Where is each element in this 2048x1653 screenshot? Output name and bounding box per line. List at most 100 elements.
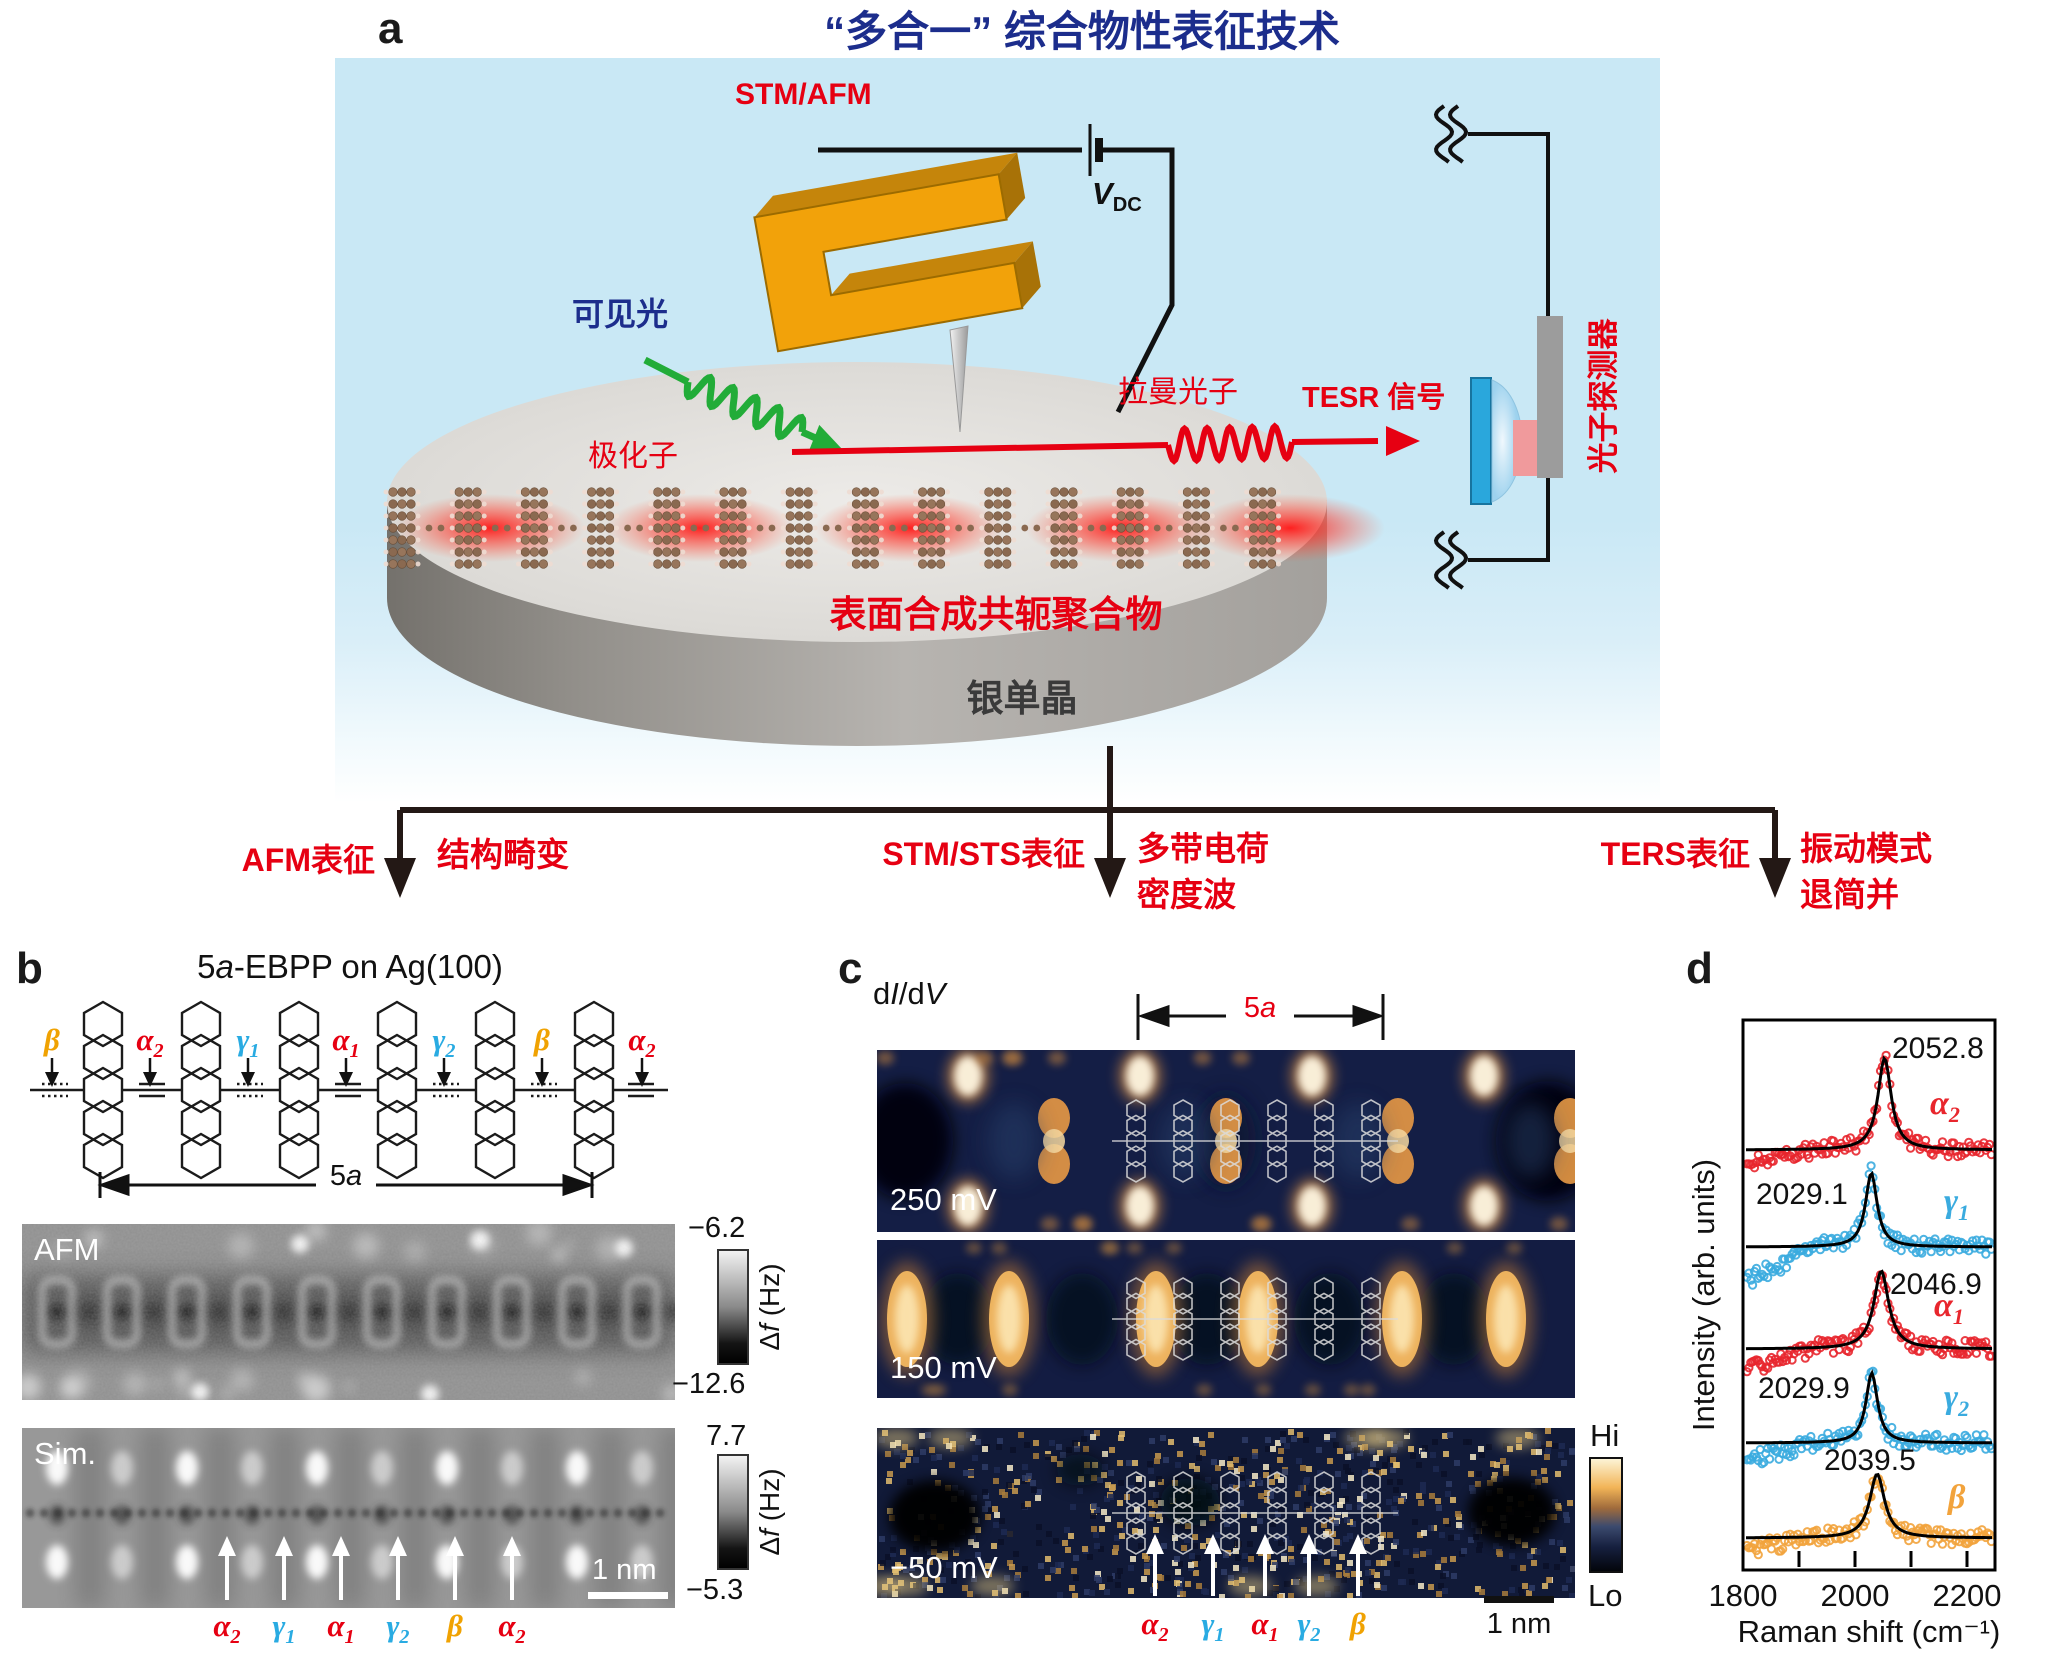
detector-sensor <box>1513 420 1539 476</box>
afm-colorbar-max: −6.2 <box>688 1212 746 1244</box>
sim-site-label: γ1 <box>272 1608 296 1649</box>
series-label: β <box>1948 1479 1966 1516</box>
tesr-signal-label: TESR 信号 <box>1302 382 1446 414</box>
flow-result-label: 多带电荷 <box>1137 830 1269 867</box>
tuning-fork <box>753 152 1041 353</box>
sim-site-label: γ2 <box>386 1608 410 1649</box>
raman-plot <box>1741 1018 1997 1572</box>
panel-b-title: 5a-EBPP on Ag(100) <box>197 948 503 985</box>
bias-label: −50 mV <box>890 1550 998 1585</box>
series-label: γ1 <box>1944 1183 1970 1225</box>
flow-arrows <box>384 746 1791 898</box>
x-tick-label: 2000 <box>1820 1578 1890 1613</box>
afm-colorbar-min: −12.6 <box>672 1368 746 1400</box>
panel-c-letter: c <box>838 944 863 993</box>
detector-wire <box>1433 104 1550 590</box>
map-site-label: γ1 <box>1201 1606 1225 1647</box>
sim-colorbar-min: −5.3 <box>686 1574 744 1606</box>
bond-label: α2 <box>628 1022 656 1063</box>
y-axis-label: Intensity (arb. units) <box>1686 1158 1722 1432</box>
afm-image-tag: AFM <box>34 1232 100 1267</box>
peak-value-label: 2029.9 <box>1758 1372 1850 1405</box>
flow-method-label: STM/STS表征 <box>882 836 1085 872</box>
stm-tip <box>949 325 969 433</box>
sim-scalebar-label: 1 nm <box>592 1554 657 1586</box>
didv-map-250mv <box>877 1050 1575 1232</box>
afm-colorbar <box>717 1249 749 1365</box>
didv-map-neg50mv <box>877 1428 1575 1598</box>
series-label: α1 <box>1934 1287 1964 1329</box>
bond-label: β <box>44 1022 60 1057</box>
stm-afm-label: STM/AFM <box>735 78 872 111</box>
bond-label: γ2 <box>432 1022 456 1063</box>
map-site-label: β <box>1350 1606 1366 1641</box>
peak-value-label: 2039.5 <box>1824 1444 1916 1477</box>
peak-value-label: 2046.9 <box>1890 1268 1982 1301</box>
sim-colorbar-unit: Δf (Hz) <box>753 1468 785 1556</box>
didv-colorbar <box>1589 1457 1623 1573</box>
sim-colorbar-max: 7.7 <box>706 1420 747 1452</box>
panel-a-letter: a <box>378 4 403 53</box>
x-tick-label: 2200 <box>1932 1578 2002 1613</box>
polymer-label: 表面合成共轭聚合物 <box>829 594 1163 635</box>
panel-b-letter: b <box>16 944 43 993</box>
bond-label: β <box>534 1022 550 1057</box>
sim-site-label: α1 <box>327 1608 355 1649</box>
sim-image-tag: Sim. <box>34 1436 96 1471</box>
bond-label: α1 <box>332 1022 360 1063</box>
sim-site-label: α2 <box>498 1608 526 1649</box>
flow-result-label: 密度波 <box>1137 876 1236 913</box>
peak-value-label: 2052.8 <box>1892 1032 1984 1065</box>
visible-light-label: 可见光 <box>572 296 669 332</box>
sim-colorbar <box>717 1454 749 1570</box>
sim-image <box>22 1428 675 1608</box>
sim-site-label: α2 <box>213 1608 241 1649</box>
bond-label: α2 <box>136 1022 164 1063</box>
polymer-chain <box>383 487 1282 569</box>
visible-light-arrow <box>643 356 842 451</box>
series-label: α2 <box>1930 1085 1960 1127</box>
panel-d-letter: d <box>1686 944 1713 993</box>
spectrum-α2 <box>1742 1050 1997 1173</box>
silver-crystal-label: 银单晶 <box>966 678 1078 719</box>
unit-cell-span-b <box>97 1172 595 1198</box>
map-site-label: γ2 <box>1297 1606 1321 1647</box>
colorbar-lo-label: Lo <box>1588 1578 1623 1613</box>
spectrum-β <box>1742 1472 1997 1560</box>
panel-b-span-label: 5a <box>329 1160 363 1192</box>
series-label: γ2 <box>1944 1379 1970 1421</box>
x-axis-label: Raman shift (cm⁻¹) <box>1737 1614 2001 1649</box>
bond-label: γ1 <box>236 1022 260 1063</box>
panel-a-scene <box>383 104 1563 746</box>
map-site-label: α2 <box>1141 1606 1169 1647</box>
vdc-label: VDC <box>1092 176 1142 217</box>
flow-method-label: AFM表征 <box>241 842 375 878</box>
raman-photon-arrow <box>791 422 1420 465</box>
photon-detector-label: 光子探测器 <box>1586 318 1622 474</box>
afm-colorbar-unit: Δf (Hz) <box>753 1263 785 1351</box>
map-site-label: α1 <box>1251 1606 1279 1647</box>
colorbar-hi-label: Hi <box>1590 1418 1620 1453</box>
bias-label: 150 mV <box>890 1350 997 1385</box>
spectrum-α1 <box>1742 1269 1997 1377</box>
bias-label: 250 mV <box>890 1182 997 1217</box>
flow-method-label: TERS表征 <box>1600 836 1750 872</box>
photon-detector-body <box>1537 316 1563 478</box>
raman-photon-label: 拉曼光子 <box>1118 376 1238 409</box>
spectrum-γ2 <box>1742 1366 1997 1469</box>
unit-cell-span-c <box>1136 994 1385 1040</box>
flow-result-label: 结构畸变 <box>437 836 569 873</box>
panel-c-span-label: 5a <box>1243 992 1277 1024</box>
panel-c-scalebar-label: 1 nm <box>1486 1608 1552 1640</box>
peak-value-label: 2029.1 <box>1756 1178 1848 1211</box>
panel-c-scalebar <box>1484 1596 1554 1603</box>
x-tick-label: 1800 <box>1708 1578 1778 1613</box>
chemical-structure <box>30 1000 668 1180</box>
didv-map-150mv <box>877 1240 1575 1398</box>
bias-circuit-wire <box>818 124 1175 414</box>
flow-result-label: 振动模式 <box>1800 830 1932 867</box>
figure-title: “多合一” 综合物性表征技术 <box>824 8 1340 55</box>
didv-label: dI/dV <box>873 976 946 1011</box>
